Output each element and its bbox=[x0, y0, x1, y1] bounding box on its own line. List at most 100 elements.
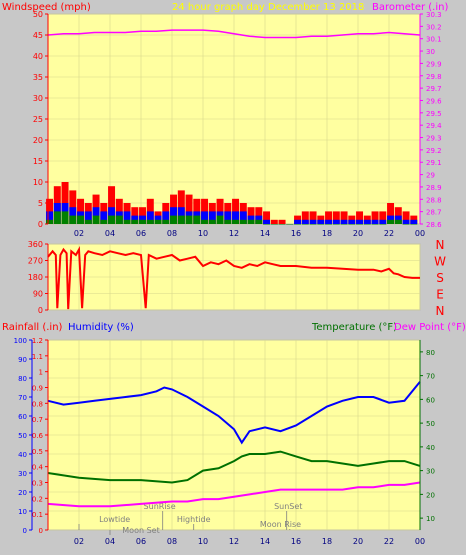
wind-x-tick-label: 12 bbox=[229, 229, 239, 238]
wind-gust-bar bbox=[263, 211, 271, 224]
wind-average-bar bbox=[301, 219, 309, 224]
barometer-y-tick-label: 29.2 bbox=[426, 147, 442, 155]
temperature-y-tick-label: 60 bbox=[426, 396, 435, 404]
humidity-y-tick-label: 80 bbox=[18, 375, 27, 383]
rain-y-tick-label: 0.5 bbox=[32, 448, 43, 456]
compass-letter: N bbox=[436, 238, 445, 252]
humidity-y-tick-label: 10 bbox=[18, 508, 27, 516]
temperature-y-tick-label: 30 bbox=[426, 468, 435, 476]
wind-x-tick-label: 04 bbox=[105, 229, 115, 238]
dewpoint-line bbox=[47, 481, 421, 508]
direction-y-tick-label: 0 bbox=[38, 306, 43, 315]
wind-low-bar bbox=[92, 215, 100, 224]
wind-low-bar bbox=[123, 219, 131, 224]
humidity-y-tick-label: 0 bbox=[23, 527, 27, 535]
barometer-y-tick-label: 28.6 bbox=[426, 221, 442, 229]
wind-average-bar bbox=[294, 219, 302, 224]
temperature-line bbox=[47, 450, 421, 484]
rain-y-tick-label: 0.8 bbox=[32, 400, 43, 408]
wind-low-bar bbox=[53, 211, 61, 224]
dewpoint-axis-title: Dew Point (°F) bbox=[394, 322, 466, 333]
wind-low-bar bbox=[146, 219, 154, 224]
humidity-y-tick-label: 50 bbox=[18, 432, 27, 440]
wind-low-bar bbox=[84, 219, 92, 224]
wind-x-tick-label: 20 bbox=[353, 229, 363, 238]
wind-y-ticks: 0 5 10 15 20 25 30 35 40 45 50 bbox=[33, 10, 49, 229]
wind-low-bar bbox=[185, 215, 193, 224]
wind-low-bar bbox=[108, 215, 116, 224]
wind-low-bar bbox=[162, 219, 170, 224]
barometer-axis-title: Barometer (.in) bbox=[372, 2, 448, 13]
wind-axis-title: Windspeed (mph) bbox=[2, 2, 91, 13]
wind-y-tick-label: 25 bbox=[33, 115, 43, 124]
rain-y-tick-label: 1.1 bbox=[32, 353, 43, 361]
humidity-x-tick-label: 08 bbox=[167, 537, 177, 546]
temperature-y-tick-label: 80 bbox=[426, 349, 435, 357]
humidity-y-tick-label: 40 bbox=[18, 451, 27, 459]
wind-low-bar bbox=[154, 219, 162, 224]
rain-y-tick-label: 0.4 bbox=[32, 464, 44, 472]
wind-average-bar bbox=[123, 211, 131, 224]
barometer-line bbox=[47, 29, 421, 39]
barometer-y-tick-label: 28.7 bbox=[426, 209, 442, 217]
wind-gust-bar bbox=[356, 211, 364, 224]
wind-low-bar bbox=[255, 219, 263, 224]
wind-low-bar bbox=[131, 219, 139, 224]
wind-low-bar bbox=[394, 219, 402, 224]
wind-average-bar bbox=[208, 211, 216, 224]
wind-x-tick-label: 22 bbox=[384, 229, 394, 238]
wind-average-bar bbox=[84, 211, 92, 224]
barometer-y-ticks: 28.6 28.7 28.8 28.9 29 29.1 29.2 29.3 29.4 29.5 29… bbox=[419, 11, 442, 229]
barometer-y-tick-label: 30.2 bbox=[426, 23, 442, 31]
wind-bars bbox=[46, 182, 418, 225]
wind-low-bar bbox=[332, 224, 340, 225]
humidity-x-ticks: 02 04 06 08 10 12 14 16 18 20 22 00 bbox=[74, 537, 425, 546]
wind-x-tick-label: 06 bbox=[136, 229, 146, 238]
astro-annotation-label: SunRise bbox=[144, 502, 176, 511]
barometer-y-tick-label: 29.8 bbox=[426, 73, 442, 81]
humidity-x-tick-label: 02 bbox=[74, 537, 84, 546]
wind-low-bar bbox=[278, 224, 286, 225]
direction-y-tick-label: 270 bbox=[28, 257, 43, 266]
direction-y-ticks: 360 270 180 90 0 bbox=[28, 240, 49, 315]
compass-letter: S bbox=[436, 271, 444, 285]
barometer-y-tick-label: 30.3 bbox=[426, 11, 442, 19]
wind-low-bar bbox=[371, 224, 379, 225]
rain-y-tick-label: 0.1 bbox=[32, 511, 43, 519]
rain-y-tick-label: 1.2 bbox=[32, 337, 43, 345]
barometer-y-tick-label: 30 bbox=[426, 48, 435, 56]
graph-title: 24 hour graph day December 13 2018 bbox=[172, 2, 364, 13]
wind-gust-bar bbox=[309, 211, 317, 224]
barometer-y-tick-label: 29 bbox=[426, 172, 435, 180]
humidity-line bbox=[47, 381, 421, 445]
wind-y-tick-label: 40 bbox=[33, 52, 43, 61]
wind-low-bar bbox=[193, 215, 201, 224]
wind-low-bar bbox=[363, 224, 371, 225]
wind-y-tick-label: 10 bbox=[33, 178, 43, 187]
wind-low-bar bbox=[387, 219, 395, 224]
rain-y-ticks: 0 0.1 0.2 0.3 0.4 0.5 0.6 0.7 0.8 0.9 1 1.1 1.2 bbox=[32, 337, 49, 535]
wind-average-bar bbox=[263, 219, 271, 224]
humidity-x-tick-label: 22 bbox=[384, 537, 394, 546]
wind-low-bar bbox=[170, 215, 178, 224]
wind-average-bar bbox=[309, 219, 317, 224]
wind-low-bar bbox=[239, 219, 247, 224]
humidity-x-tick-label: 20 bbox=[353, 537, 363, 546]
wind-average-bar bbox=[325, 219, 333, 224]
humidity-axis-title: Humidity (%) bbox=[68, 322, 134, 333]
wind-gust-bar bbox=[325, 211, 333, 224]
wind-low-bar bbox=[77, 215, 85, 224]
wind-average-bar bbox=[340, 219, 348, 224]
compass-letter: N bbox=[436, 304, 445, 318]
wind-y-tick-label: 15 bbox=[33, 157, 43, 166]
wind-average-bar bbox=[239, 211, 247, 224]
direction-y-tick-label: 360 bbox=[28, 240, 43, 249]
humidity-y-tick-label: 60 bbox=[18, 413, 27, 421]
temperature-y-tick-label: 10 bbox=[426, 515, 435, 523]
wind-average-bar bbox=[379, 219, 387, 224]
wind-x-tick-label: 00 bbox=[415, 229, 425, 238]
wind-average-bar bbox=[46, 211, 54, 224]
rain-y-tick-label: 0.2 bbox=[32, 495, 43, 503]
